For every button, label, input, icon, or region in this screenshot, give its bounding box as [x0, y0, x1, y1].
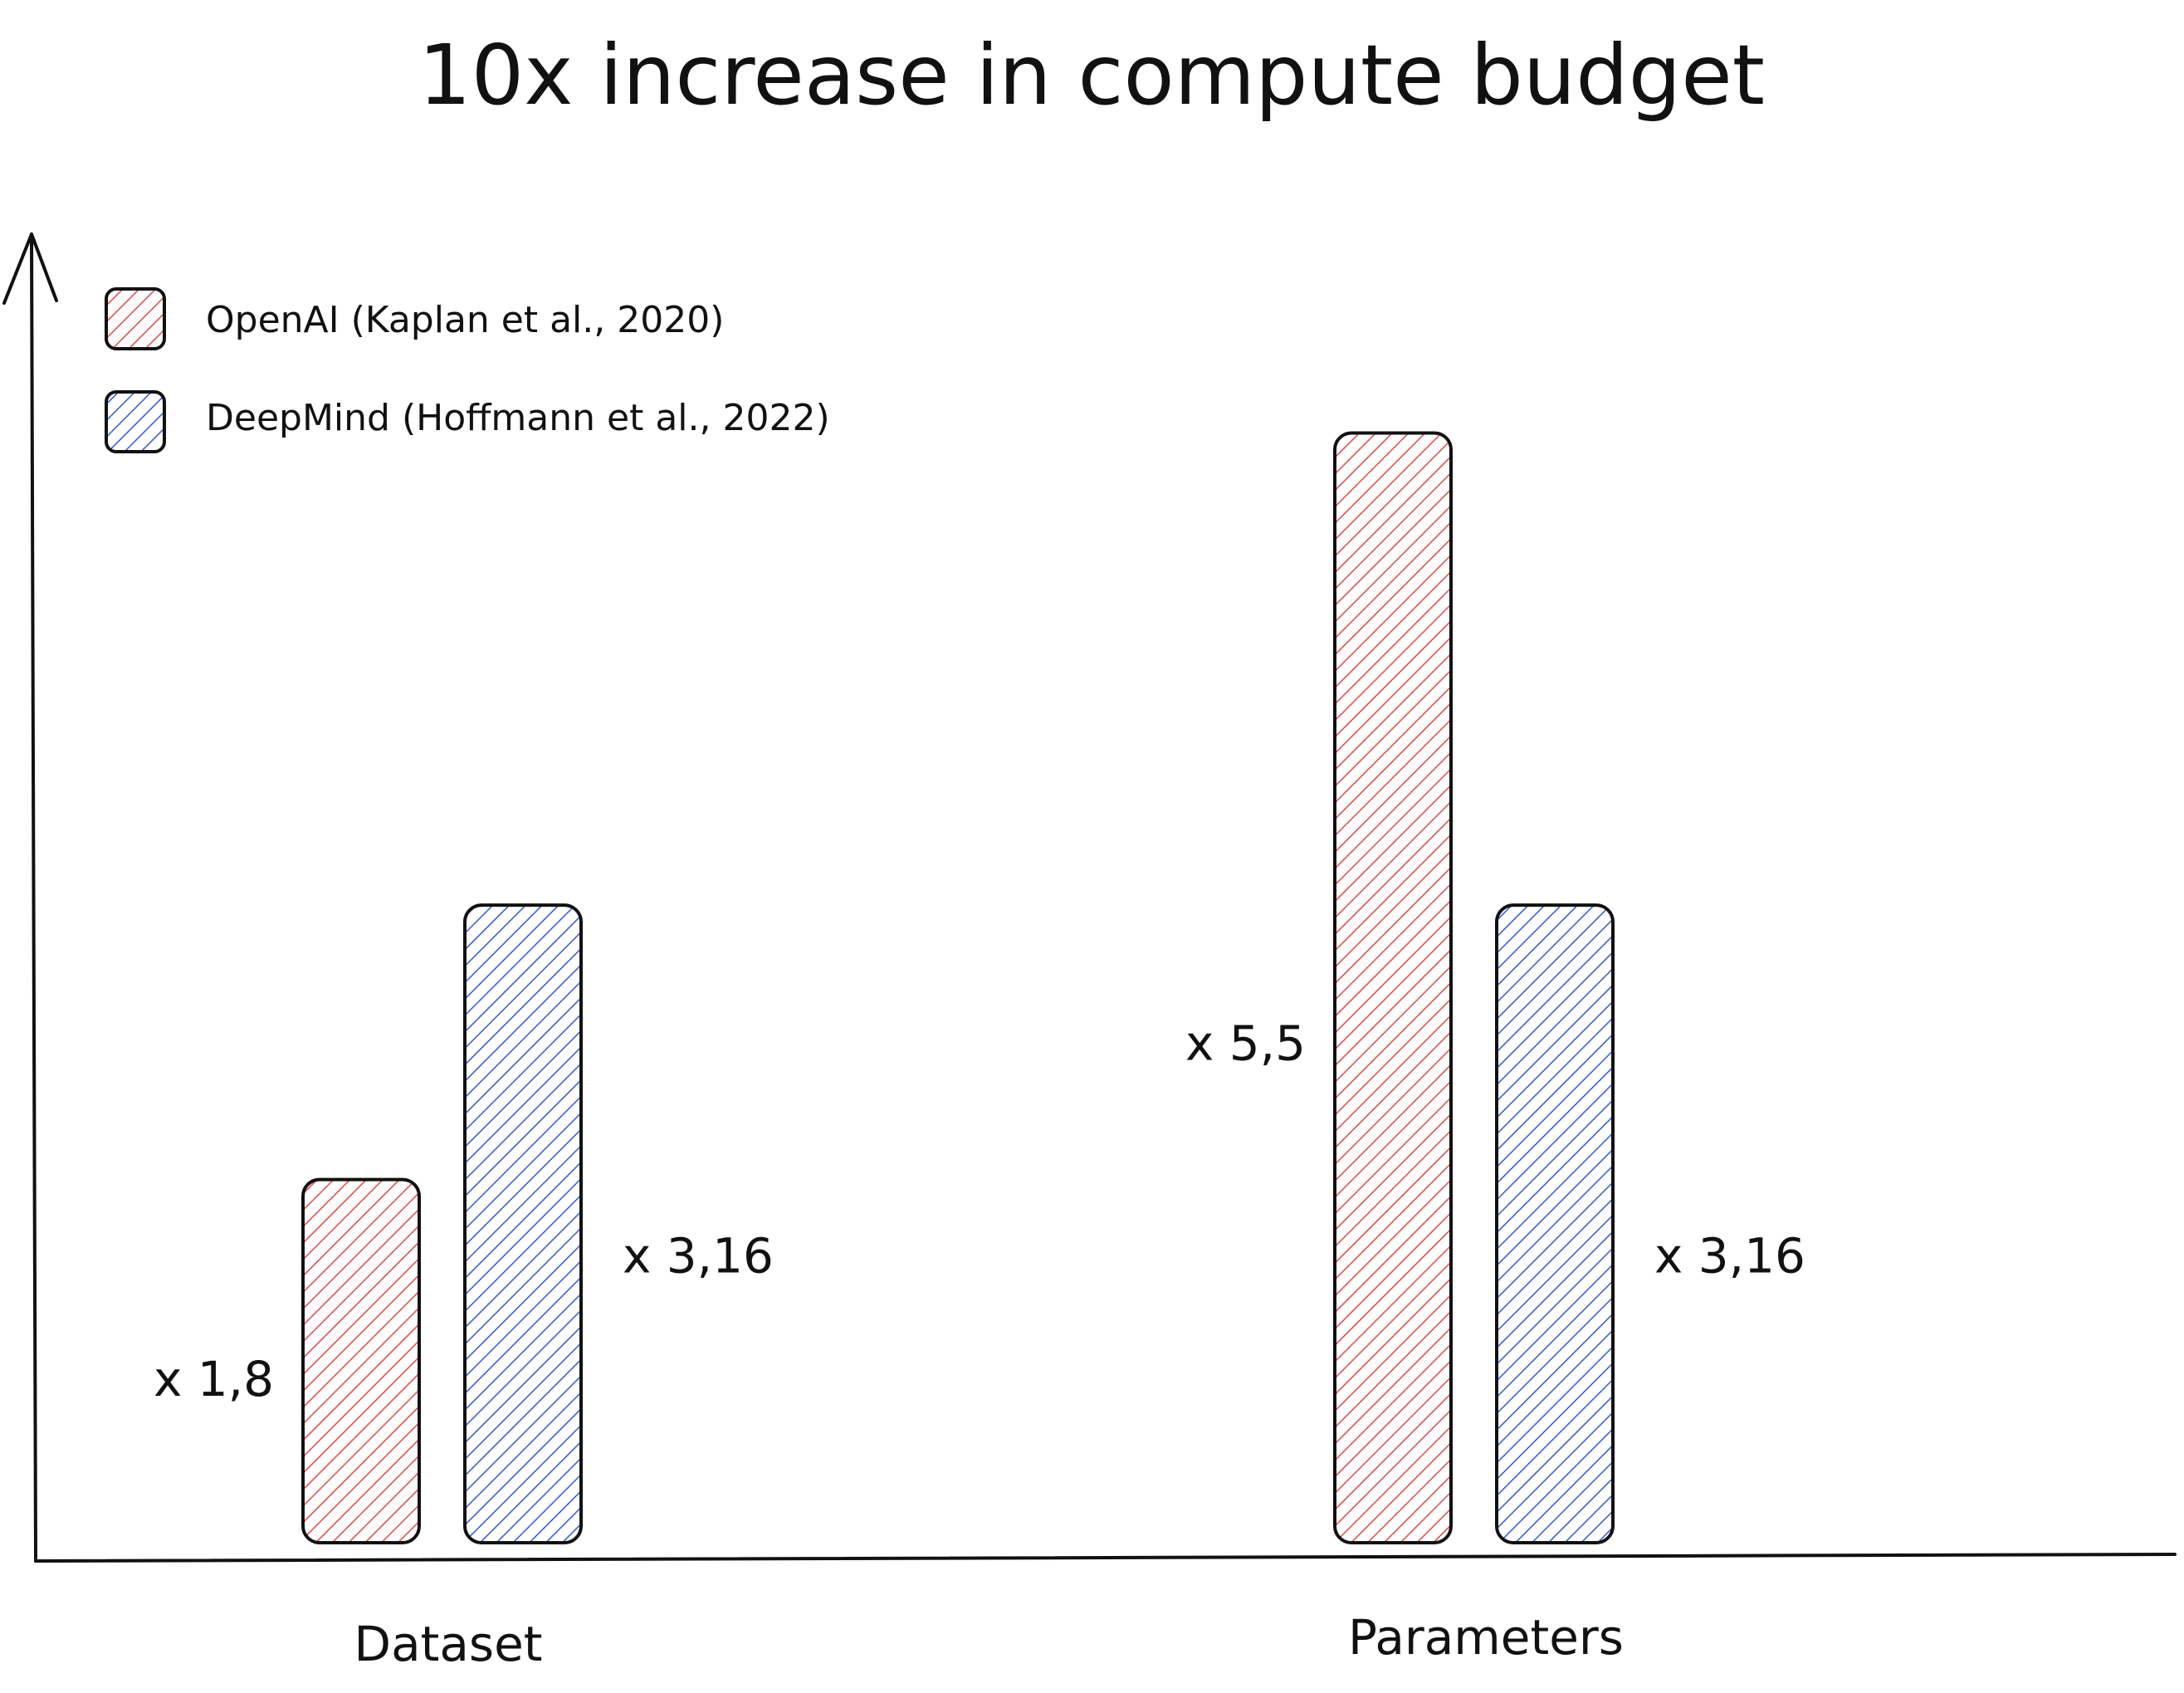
x-axis: [34, 1553, 2177, 1563]
legend-swatch-openai: [105, 287, 166, 350]
legend-swatch-deepmind: [105, 390, 166, 453]
y-axis: [2, 232, 58, 1563]
legend-label-deepmind: DeepMind (Hoffmann et al., 2022): [206, 397, 830, 439]
bar-label-deepmind-parameters: x 3,16: [1654, 1227, 1805, 1284]
x-tick-label-dataset: Dataset: [354, 1616, 542, 1672]
bar-openai-dataset: [301, 1177, 421, 1544]
legend-label-openai: OpenAI (Kaplan et al., 2020): [206, 299, 724, 341]
x-tick-label-parameters: Parameters: [1348, 1609, 1624, 1666]
bar-deepmind-dataset: [463, 903, 583, 1544]
bar-label-deepmind-dataset: x 3,16: [623, 1227, 774, 1284]
bar-label-openai-dataset: x 1,8: [154, 1351, 274, 1407]
bar-labels: x 1,8 x 5,5 x 3,16 x 3,16: [154, 1015, 1805, 1408]
bar-label-openai-parameters: x 5,5: [1185, 1015, 1306, 1072]
legend-item-deepmind: DeepMind (Hoffmann et al., 2022): [105, 390, 830, 453]
chart-title: 10x increase in compute budget: [418, 27, 1765, 124]
bar-openai-parameters: [1333, 431, 1453, 1544]
x-tick-labels: Dataset Parameters: [354, 1609, 1624, 1672]
bar-deepmind-parameters: [1495, 903, 1615, 1544]
legend: OpenAI (Kaplan et al., 2020) DeepMind (H…: [105, 287, 830, 453]
legend-item-openai: OpenAI (Kaplan et al., 2020): [105, 287, 724, 350]
bars: [301, 431, 1615, 1544]
